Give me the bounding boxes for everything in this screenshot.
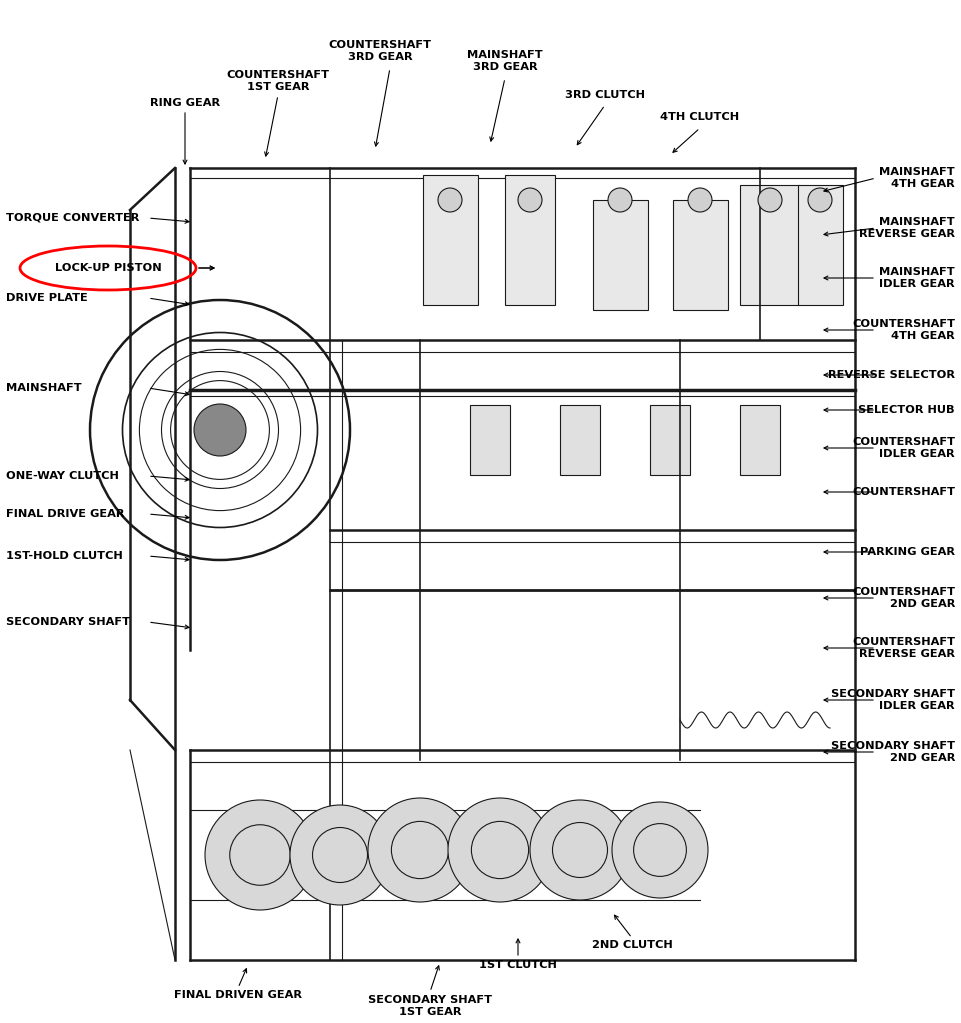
Circle shape	[194, 404, 246, 456]
Text: COUNTERSHAFT
1ST GEAR: COUNTERSHAFT 1ST GEAR	[227, 71, 330, 92]
Circle shape	[438, 188, 462, 212]
Text: MAINSHAFT
REVERSE GEAR: MAINSHAFT REVERSE GEAR	[859, 217, 955, 238]
Circle shape	[612, 802, 708, 898]
Text: COUNTERSHAFT
3RD GEAR: COUNTERSHAFT 3RD GEAR	[329, 40, 431, 62]
Circle shape	[205, 800, 315, 910]
Circle shape	[368, 798, 472, 902]
Text: MAINSHAFT
3RD GEAR: MAINSHAFT 3RD GEAR	[467, 50, 543, 72]
Text: COUNTERSHAFT
2ND GEAR: COUNTERSHAFT 2ND GEAR	[852, 587, 955, 609]
Text: SELECTOR HUB: SELECTOR HUB	[858, 405, 955, 415]
Bar	[673, 201, 728, 310]
Text: FINAL DRIVE GEAR: FINAL DRIVE GEAR	[6, 509, 125, 519]
Text: REVERSE SELECTOR: REVERSE SELECTOR	[828, 370, 955, 380]
Bar	[650, 405, 690, 475]
Text: ONE-WAY CLUTCH: ONE-WAY CLUTCH	[6, 471, 119, 481]
Text: DRIVE PLATE: DRIVE PLATE	[6, 293, 87, 303]
Circle shape	[808, 188, 832, 212]
Text: FINAL DRIVEN GEAR: FINAL DRIVEN GEAR	[174, 990, 302, 1000]
Text: COUNTERSHAFT
REVERSE GEAR: COUNTERSHAFT REVERSE GEAR	[852, 637, 955, 659]
Bar	[593, 201, 648, 310]
Text: 1ST-HOLD CLUTCH: 1ST-HOLD CLUTCH	[6, 551, 123, 561]
Bar	[470, 405, 510, 475]
Bar	[798, 185, 843, 305]
Circle shape	[518, 188, 542, 212]
Text: MAINSHAFT: MAINSHAFT	[6, 383, 82, 393]
Text: 4TH CLUTCH: 4TH CLUTCH	[660, 112, 740, 122]
Text: 1ST CLUTCH: 1ST CLUTCH	[480, 960, 557, 970]
Text: 3RD CLUTCH: 3RD CLUTCH	[565, 90, 645, 100]
Bar	[560, 405, 600, 475]
Circle shape	[530, 800, 630, 900]
Text: SECONDARY SHAFT: SECONDARY SHAFT	[6, 617, 130, 627]
Text: SECONDARY SHAFT
2ND GEAR: SECONDARY SHAFT 2ND GEAR	[831, 742, 955, 763]
Text: SECONDARY SHAFT
IDLER GEAR: SECONDARY SHAFT IDLER GEAR	[831, 690, 955, 711]
Text: SECONDARY SHAFT
1ST GEAR: SECONDARY SHAFT 1ST GEAR	[368, 995, 492, 1017]
Circle shape	[608, 188, 632, 212]
Text: TORQUE CONVERTER: TORQUE CONVERTER	[6, 213, 139, 223]
Text: MAINSHAFT
IDLER GEAR: MAINSHAFT IDLER GEAR	[879, 267, 955, 288]
Text: MAINSHAFT
4TH GEAR: MAINSHAFT 4TH GEAR	[879, 167, 955, 189]
Circle shape	[688, 188, 712, 212]
Text: COUNTERSHAFT
4TH GEAR: COUNTERSHAFT 4TH GEAR	[852, 319, 955, 341]
Circle shape	[290, 805, 390, 905]
Text: LOCK-UP PISTON: LOCK-UP PISTON	[55, 263, 161, 273]
Text: COUNTERSHAFT
IDLER GEAR: COUNTERSHAFT IDLER GEAR	[852, 437, 955, 458]
Text: 2ND CLUTCH: 2ND CLUTCH	[592, 940, 673, 950]
Text: COUNTERSHAFT: COUNTERSHAFT	[852, 487, 955, 497]
Bar	[740, 185, 800, 305]
Circle shape	[448, 798, 552, 902]
Text: PARKING GEAR: PARKING GEAR	[860, 547, 955, 557]
Text: RING GEAR: RING GEAR	[150, 98, 220, 108]
Bar	[740, 405, 780, 475]
Bar	[423, 175, 478, 305]
Circle shape	[758, 188, 782, 212]
Bar	[505, 175, 555, 305]
